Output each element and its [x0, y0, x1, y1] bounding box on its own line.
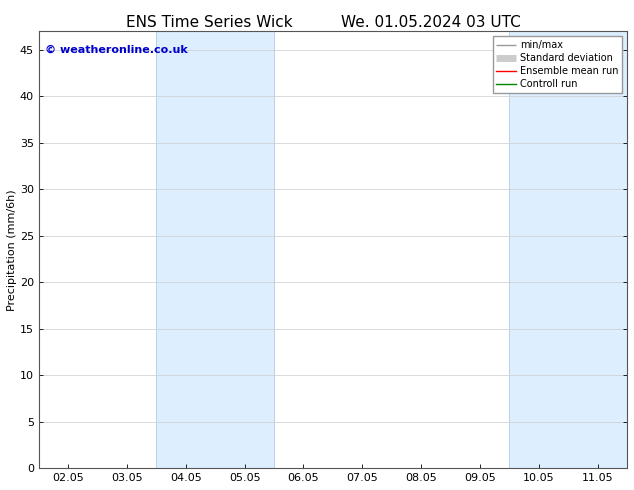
Text: We. 01.05.2024 03 UTC: We. 01.05.2024 03 UTC	[341, 15, 521, 30]
Bar	[509, 31, 627, 468]
Text: ENS Time Series Wick: ENS Time Series Wick	[126, 15, 292, 30]
Text: © weatheronline.co.uk: © weatheronline.co.uk	[44, 45, 187, 54]
Bar	[157, 31, 274, 468]
Legend: min/max, Standard deviation, Ensemble mean run, Controll run: min/max, Standard deviation, Ensemble me…	[493, 36, 622, 93]
Y-axis label: Precipitation (mm/6h): Precipitation (mm/6h)	[7, 189, 17, 311]
